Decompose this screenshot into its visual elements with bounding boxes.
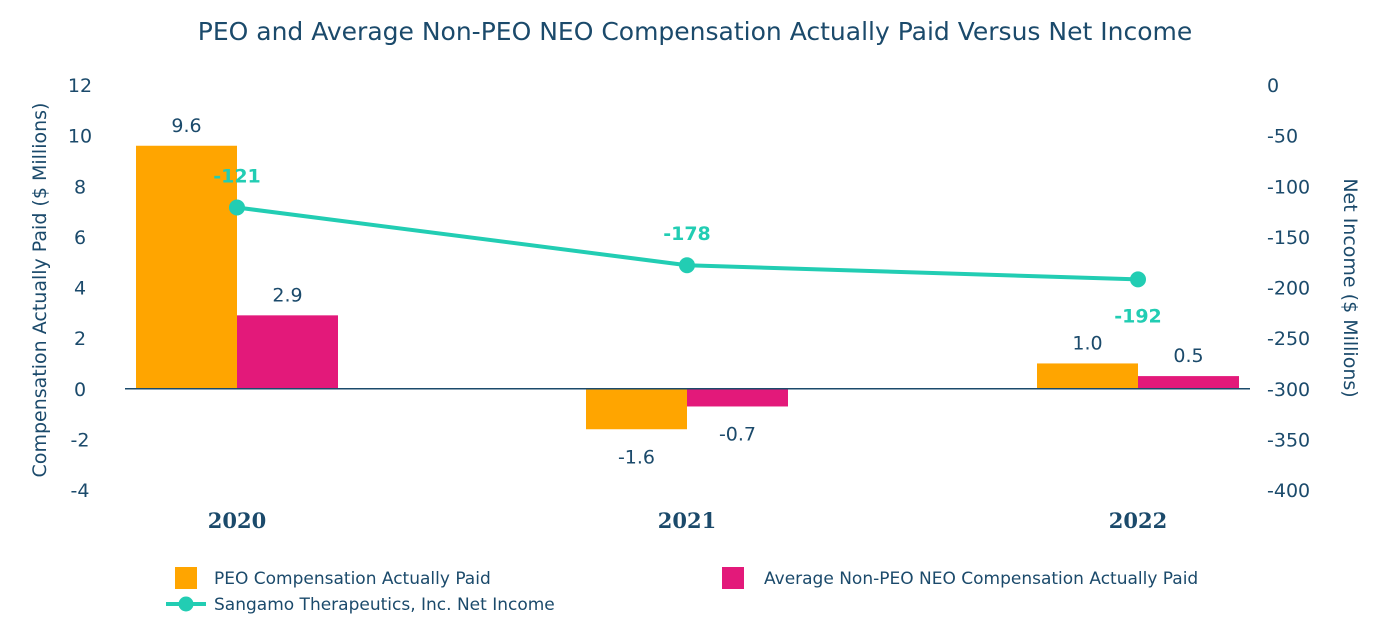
right-tick-label: -150 bbox=[1267, 227, 1310, 249]
legend-item-non-peo[interactable]: Average Non-PEO NEO Compensation Actuall… bbox=[722, 567, 1198, 589]
net-income-point-2021 bbox=[679, 257, 695, 274]
line-series bbox=[229, 199, 1146, 288]
legend-swatch-peo bbox=[175, 567, 197, 589]
legend: PEO Compensation Actually Paid Average N… bbox=[166, 567, 1198, 615]
right-tick-label: -350 bbox=[1267, 429, 1310, 451]
bar-data-label: 0.5 bbox=[1173, 345, 1203, 367]
legend-label-non-peo: Average Non-PEO NEO Compensation Actuall… bbox=[764, 569, 1198, 589]
category-label-2021: 2021 bbox=[658, 508, 716, 533]
right-tick-label: -400 bbox=[1267, 480, 1310, 502]
category-label-2022: 2022 bbox=[1109, 508, 1167, 533]
chart-title: PEO and Average Non-PEO NEO Compensation… bbox=[198, 17, 1192, 46]
net-income-data-label: -121 bbox=[213, 166, 261, 188]
net-income-data-label: -178 bbox=[663, 223, 711, 245]
bar-peo-2022 bbox=[1037, 363, 1138, 389]
bar-non-peo-2021 bbox=[687, 388, 788, 407]
bar-data-labels: 9.6 -1.6 1.0 2.9 -0.7 0.5 bbox=[171, 115, 1203, 469]
left-tick-label: -2 bbox=[71, 429, 90, 451]
left-tick-label: -4 bbox=[71, 480, 90, 502]
left-tick-label: 0 bbox=[74, 379, 86, 401]
bar-marks bbox=[136, 145, 1239, 430]
bar-non-peo-2020 bbox=[237, 315, 338, 389]
right-axis-ticks: 0 -50 -100 -150 -200 -250 -300 -350 -400 bbox=[1267, 75, 1310, 502]
left-tick-label: 8 bbox=[74, 176, 86, 198]
right-tick-label: -300 bbox=[1267, 379, 1310, 401]
net-income-point-2022 bbox=[1130, 271, 1146, 288]
category-labels: 2020 2021 2022 bbox=[208, 508, 1167, 533]
bar-data-label: 2.9 bbox=[272, 284, 302, 306]
right-tick-label: 0 bbox=[1267, 75, 1279, 97]
right-tick-label: -100 bbox=[1267, 176, 1310, 198]
net-income-data-label: -192 bbox=[1114, 305, 1162, 327]
left-tick-label: 12 bbox=[68, 75, 92, 97]
bar-peo-2020 bbox=[136, 145, 237, 389]
category-label-2020: 2020 bbox=[208, 508, 266, 533]
right-tick-label: -50 bbox=[1267, 126, 1298, 148]
left-tick-label: 2 bbox=[74, 328, 86, 350]
left-axis-label: Compensation Actually Paid ($ Millions) bbox=[29, 103, 51, 478]
bar-peo-2021 bbox=[586, 388, 687, 430]
left-axis-ticks: 12 10 8 6 4 2 0 -2 -4 bbox=[68, 75, 92, 502]
legend-marker-net-income bbox=[178, 596, 194, 612]
right-axis-label: Net Income ($ Millions) bbox=[1339, 178, 1361, 397]
right-tick-label: -200 bbox=[1267, 278, 1310, 300]
bar-data-label: -0.7 bbox=[719, 423, 756, 445]
legend-item-net-income[interactable]: Sangamo Therapeutics, Inc. Net Income bbox=[166, 595, 555, 615]
left-tick-label: 10 bbox=[68, 126, 92, 148]
line-data-labels: -121 -178 -192 bbox=[213, 166, 1162, 328]
legend-swatch-non-peo bbox=[722, 567, 744, 589]
legend-label-net-income: Sangamo Therapeutics, Inc. Net Income bbox=[214, 595, 555, 615]
legend-label-peo: PEO Compensation Actually Paid bbox=[214, 569, 491, 589]
left-tick-label: 4 bbox=[74, 278, 86, 300]
bar-data-label: -1.6 bbox=[618, 446, 655, 468]
net-income-point-2020 bbox=[229, 199, 245, 216]
legend-item-peo[interactable]: PEO Compensation Actually Paid bbox=[175, 567, 491, 589]
bar-non-peo-2022 bbox=[1138, 376, 1239, 389]
bar-data-label: 9.6 bbox=[171, 115, 201, 137]
right-tick-label: -250 bbox=[1267, 328, 1310, 350]
left-tick-label: 6 bbox=[74, 227, 86, 249]
bar-data-label: 1.0 bbox=[1072, 332, 1102, 354]
